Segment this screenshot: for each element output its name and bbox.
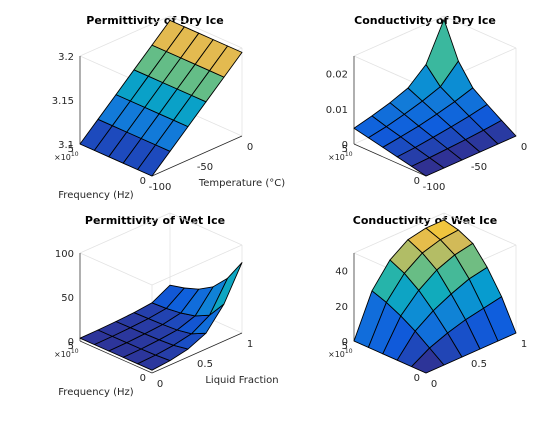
x-tick-label: 0	[521, 142, 527, 153]
z-tick-label: 0.02	[326, 70, 348, 81]
y-tick-label: 0	[414, 176, 420, 187]
y-axis-label: Frequency (Hz)	[58, 190, 134, 201]
surface	[79, 262, 243, 371]
y-tick-label: 5	[342, 341, 348, 352]
y-exponent-power: 10	[71, 151, 79, 158]
z-tick-label: 0.01	[326, 105, 348, 116]
subplot-2: Conductivity of Dry Ice-100-5000500.010.…	[326, 14, 527, 193]
subplot-title: Permittivity of Dry Ice	[86, 14, 223, 27]
x-tick-label: 0.5	[197, 359, 213, 370]
x-axis-label: Temperature (°C)	[198, 178, 285, 189]
axes-box-line	[443, 15, 517, 49]
x-tick-label: 0	[157, 379, 163, 390]
y-exponent-power: 10	[71, 348, 79, 355]
x-tick-label: -100	[149, 182, 172, 193]
y-tick-label: 5	[68, 341, 74, 352]
surface	[353, 219, 517, 374]
x-axis-line	[151, 332, 243, 374]
surface-patch	[209, 262, 243, 316]
axes-box-line	[151, 244, 243, 286]
y-tick-label: 0	[414, 373, 420, 384]
y-exponent-label: ×1010	[54, 151, 79, 162]
axes-box-line	[79, 212, 171, 254]
x-tick-label: 1	[247, 339, 253, 350]
y-tick-label: 5	[68, 144, 74, 155]
z-tick-label: 20	[335, 302, 348, 313]
x-axis-line	[151, 135, 243, 177]
y-exponent-label: ×1010	[328, 348, 353, 359]
surface-patch	[483, 119, 517, 145]
y-exponent-power: 10	[345, 151, 353, 158]
x-tick-label: -50	[471, 162, 487, 173]
z-tick-label: 100	[55, 249, 74, 260]
y-tick-label: 5	[342, 144, 348, 155]
surface	[353, 19, 517, 177]
x-axis-label: Liquid Fraction	[205, 375, 278, 386]
y-tick-label: 0	[140, 373, 146, 384]
axes-box-line	[169, 15, 243, 49]
z-tick-label: 0	[342, 337, 348, 348]
subplot-title: Conductivity of Wet Ice	[353, 214, 497, 227]
axes-box-line	[353, 212, 445, 254]
axes-box-line	[79, 252, 153, 286]
z-tick-label: 3.1	[58, 140, 74, 151]
subplot-title: Permittivity of Wet Ice	[85, 214, 225, 227]
y-axis-label: Frequency (Hz)	[58, 387, 134, 398]
z-tick-label: 0	[68, 337, 74, 348]
surface-patch	[209, 45, 243, 78]
z-tick-label: 3.15	[52, 96, 74, 107]
axes-box-line	[79, 15, 171, 57]
y-axis-line	[353, 143, 427, 177]
x-tick-label: -100	[423, 182, 446, 193]
axes-box-line	[443, 212, 517, 246]
y-exponent-power: 10	[345, 348, 353, 355]
y-exponent-label: ×1010	[54, 348, 79, 359]
subplot-title: Conductivity of Dry Ice	[354, 14, 496, 27]
z-tick-label: 0	[342, 140, 348, 151]
x-tick-label: 1	[521, 339, 527, 350]
axes-box-line	[169, 212, 243, 246]
z-tick-label: 50	[61, 293, 74, 304]
subplot-3: Permittivity of Wet Ice00.5105050100×101…	[54, 212, 279, 398]
y-exponent-label: ×1010	[328, 151, 353, 162]
surface	[79, 19, 243, 177]
x-tick-label: -50	[197, 162, 213, 173]
x-tick-label: 0.5	[471, 359, 487, 370]
surface-patch	[483, 296, 517, 342]
z-tick-label: 3.2	[58, 52, 74, 63]
x-tick-label: 0	[431, 379, 437, 390]
z-tick-label: 40	[335, 267, 348, 278]
y-tick-label: 0	[140, 176, 146, 187]
subplot-1: Permittivity of Dry Ice -100 -50 0 0 53.1 3.15…	[52, 14, 286, 201]
x-tick-label: 0	[247, 142, 253, 153]
axes-box-line	[353, 15, 445, 57]
y-axis-line	[79, 340, 153, 374]
